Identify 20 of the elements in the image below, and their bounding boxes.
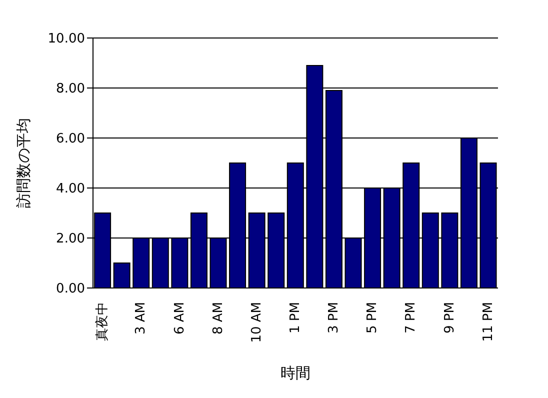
y-tick-label: 0.00 xyxy=(56,282,85,297)
y-tick-label: 6.00 xyxy=(56,132,85,147)
x-tick-label: 6 AM xyxy=(172,302,188,335)
x-tick-label: 真夜中 xyxy=(94,302,110,341)
x-axis-title: 時間 xyxy=(280,364,310,382)
y-tick-label: 2.00 xyxy=(56,232,85,247)
x-tick-label: 1 PM xyxy=(288,302,303,334)
x-tick-label: 11 PM xyxy=(480,302,496,342)
y-axis-title: 訪問数の平均 xyxy=(14,118,32,208)
x-tick-label: 5 PM xyxy=(365,302,380,334)
y-tick-label: 4.00 xyxy=(56,182,85,197)
x-tick-label: 10 AM xyxy=(249,302,264,343)
x-tick-label: 8 AM xyxy=(210,302,226,335)
x-tick-label: 9 PM xyxy=(442,302,458,334)
x-tick-label: 3 PM xyxy=(326,302,342,334)
y-tick-label: 10.00 xyxy=(48,32,85,47)
x-tick-label: 3 AM xyxy=(134,302,149,335)
x-tick-label: 7 PM xyxy=(404,302,419,334)
y-tick-label: 8.00 xyxy=(56,82,85,97)
bar xyxy=(113,262,130,288)
